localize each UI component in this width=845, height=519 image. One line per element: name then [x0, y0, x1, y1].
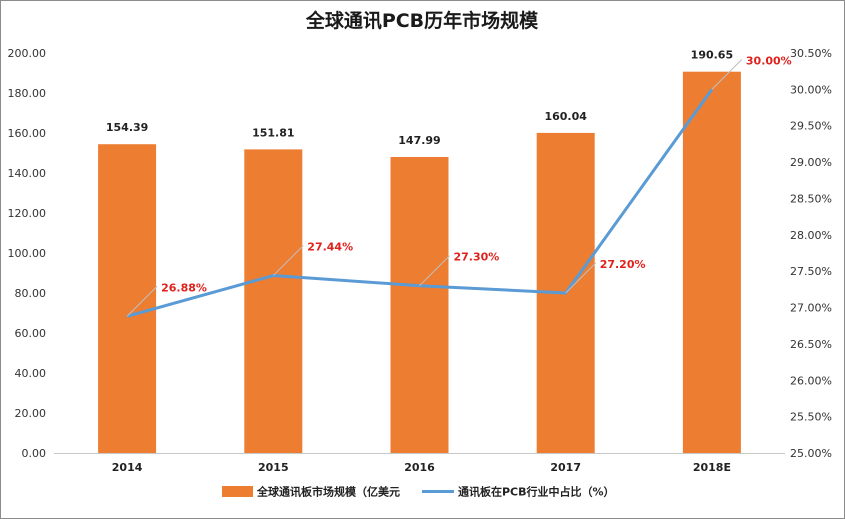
line-label-leader [711, 59, 743, 90]
line-label-leader [565, 262, 597, 294]
y-right-tick-label: 25.00% [790, 447, 832, 460]
y-left-tick-label: 140.00 [8, 167, 47, 180]
legend-bar-swatch [222, 486, 253, 497]
legend: 全球通讯板市场规模（亿美元 通讯板在PCB行业中占比（%） [222, 485, 615, 499]
line-value-label: 27.30% [454, 251, 500, 264]
y-right-tick-label: 28.00% [790, 229, 832, 242]
y-left-tick-label: 80.00 [15, 287, 47, 300]
labels-layer: 154.39 151.81 147.99 160.04 190.65 26.88% 27.4… [106, 49, 792, 295]
bar [682, 71, 741, 453]
line-label-leader [272, 245, 304, 276]
y-left-tick-label: 60.00 [15, 327, 47, 340]
y-left-tick-label: 0.00 [22, 447, 47, 460]
line-label-leader [419, 255, 450, 287]
line-value-label: 27.44% [307, 241, 353, 254]
y-left-tick-label: 40.00 [15, 367, 47, 380]
y-right-tick-label: 27.00% [790, 302, 832, 315]
line-value-label: 26.88% [161, 281, 207, 294]
y-right-tick-label: 25.50% [790, 411, 832, 424]
y-right-tick-label: 26.50% [790, 338, 832, 351]
bars-layer [98, 71, 741, 454]
x-tick-label: 2017 [550, 461, 581, 474]
y-left-tick-label: 180.00 [8, 87, 47, 100]
y-left-tick-label: 160.00 [8, 127, 47, 140]
bar [390, 157, 449, 453]
axes-layer: 0.00 20.00 40.00 60.00 80.00 100.00 120.00 140.… [8, 47, 833, 474]
bar-value-label: 147.99 [398, 134, 440, 147]
x-tick-label: 2018E [693, 461, 731, 474]
x-tick-label: 2015 [258, 461, 289, 474]
x-tick-label: 2014 [112, 461, 143, 474]
legend-line-label: 通讯板在PCB行业中占比（%） [458, 485, 615, 499]
y-right-tick-label: 30.50% [790, 47, 832, 60]
bar [98, 144, 157, 453]
line-label-leader [126, 285, 158, 317]
y-right-tick-label: 29.00% [790, 156, 832, 169]
y-right-tick-label: 30.00% [790, 83, 832, 96]
y-right-tick-label: 27.50% [790, 265, 832, 278]
y-left-tick-label: 200.00 [8, 47, 47, 60]
y-left-tick-label: 100.00 [8, 247, 47, 260]
y-right-tick-label: 29.50% [790, 120, 832, 133]
y-left-tick-label: 120.00 [8, 207, 47, 220]
y-left-tick-label: 20.00 [15, 407, 47, 420]
bar-value-label: 154.39 [106, 121, 148, 134]
chart-title: 全球通讯PCB历年市场规模 [305, 9, 539, 32]
line-value-label: 27.20% [600, 258, 646, 271]
y-right-tick-label: 26.00% [790, 374, 832, 387]
line-value-label: 30.00% [746, 54, 792, 67]
y-right-tick-label: 28.50% [790, 192, 832, 205]
legend-bar-label: 全球通讯板市场规模（亿美元 [256, 485, 400, 499]
bar-value-label: 190.65 [691, 49, 733, 62]
x-tick-label: 2016 [404, 461, 435, 474]
bar [244, 149, 303, 453]
bar-value-label: 151.81 [252, 126, 294, 139]
line-layer [126, 59, 743, 318]
bar-value-label: 160.04 [544, 110, 587, 123]
